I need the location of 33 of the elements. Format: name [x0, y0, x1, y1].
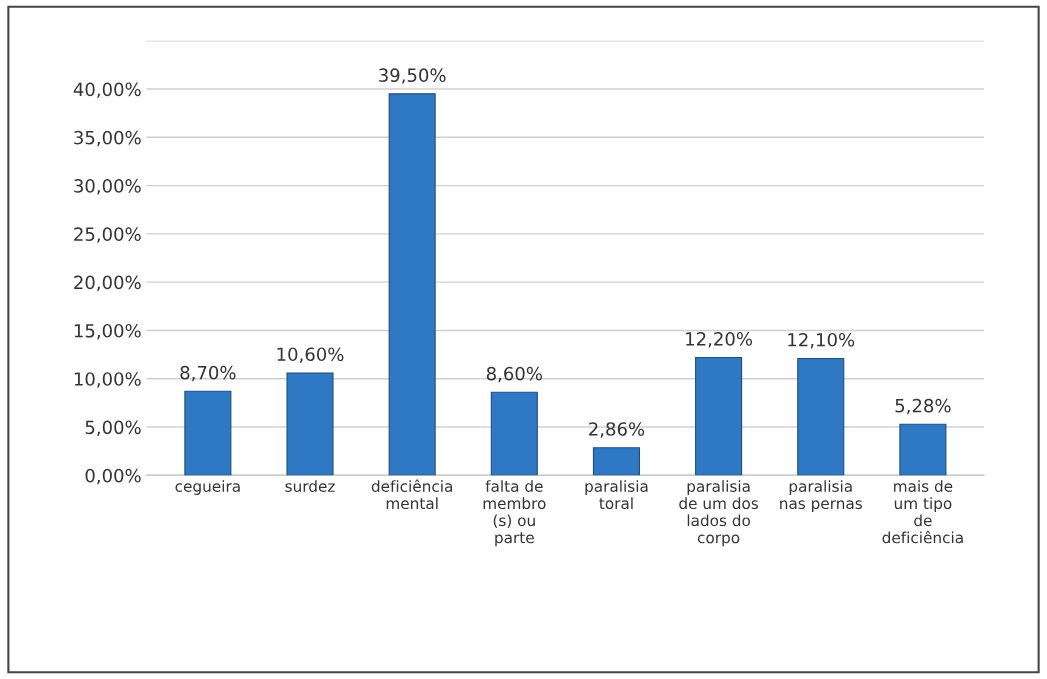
- y-tick-label: 10,00%: [74, 372, 141, 388]
- bar: [184, 390, 232, 476]
- y-tick-label: 35,00%: [74, 130, 141, 147]
- x-tick-label: surdez: [285, 480, 335, 492]
- y-tick-label: 15,00%: [74, 323, 141, 340]
- y-tick-label: 5,00%: [85, 420, 141, 436]
- data-label: 39,50%: [379, 68, 446, 84]
- data-label: 12,20%: [686, 332, 753, 348]
- y-tick-label: 0,00%: [85, 468, 141, 485]
- data-label: 2,86%: [589, 422, 645, 438]
- x-tick-label: cegueira: [175, 480, 240, 495]
- x-tick-label: deficiência mental: [371, 479, 452, 510]
- x-tick-label: falta de membro (s) ou parte: [483, 480, 546, 547]
- data-label: 8,60%: [486, 366, 542, 383]
- data-label: 5,28%: [895, 398, 951, 415]
- x-tick-label: paralisia nas pernas: [780, 480, 862, 513]
- bar: [797, 357, 845, 476]
- bar: [592, 447, 640, 476]
- x-tick-label: paralisia de um dos lados do corpo: [679, 480, 759, 547]
- bar: [490, 391, 538, 476]
- x-tick-label: mais de um tipo de deficiência: [882, 480, 963, 544]
- bar: [899, 423, 947, 476]
- bar: [388, 93, 436, 476]
- bar: [695, 356, 743, 476]
- y-tick-label: 30,00%: [74, 179, 141, 195]
- y-tick-label: 40,00%: [73, 82, 141, 98]
- x-tick-label: paralisia toral: [585, 480, 648, 510]
- data-label: 12,10%: [788, 332, 855, 349]
- data-label: 8,70%: [180, 365, 236, 382]
- bar: [286, 372, 334, 476]
- data-label: 10,60%: [277, 347, 344, 363]
- y-tick-label: 25,00%: [74, 227, 141, 243]
- y-tick-label: 20,00%: [74, 275, 141, 292]
